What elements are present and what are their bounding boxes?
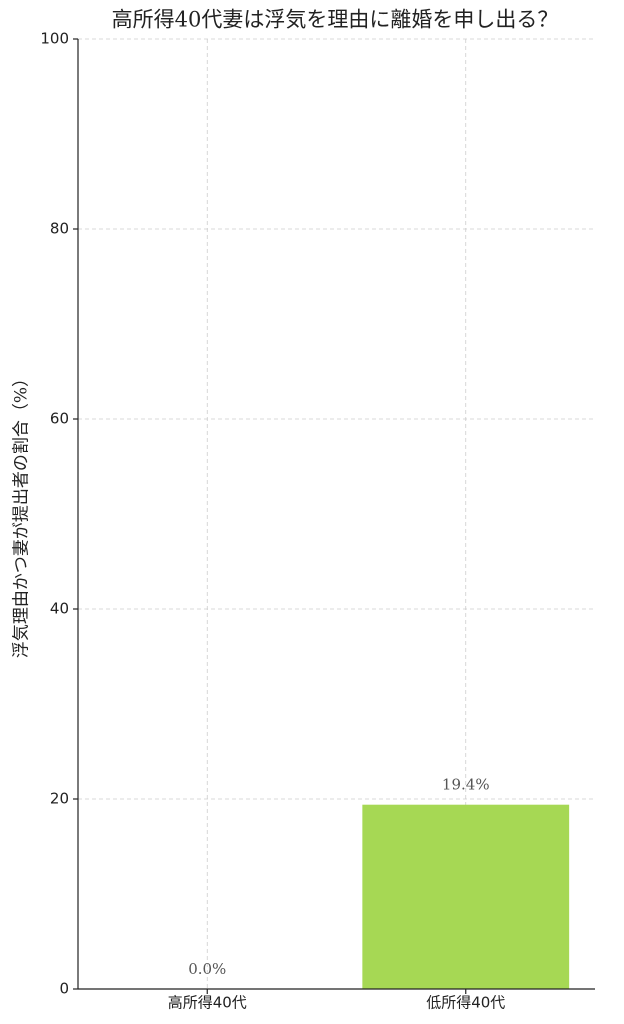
y-tick-label: 80	[50, 220, 69, 238]
value-label: 19.4%	[442, 776, 490, 794]
y-tick-label: 40	[50, 600, 69, 618]
x-tick-label: 低所得40代	[426, 994, 505, 1012]
y-tick-label: 100	[40, 30, 69, 48]
x-tick-label: 高所得40代	[168, 994, 247, 1012]
bar	[362, 804, 570, 989]
y-tick-label: 60	[50, 410, 69, 428]
y-tick-label: 0	[59, 980, 69, 998]
y-tick-label: 20	[50, 790, 69, 808]
value-label: 0.0%	[188, 960, 226, 978]
y-axis-label: 浮気理由かつ妻が提出者の割合（%）	[12, 370, 32, 658]
chart-title: 高所得40代妻は浮気を理由に離婚を申し出る？	[112, 8, 559, 32]
